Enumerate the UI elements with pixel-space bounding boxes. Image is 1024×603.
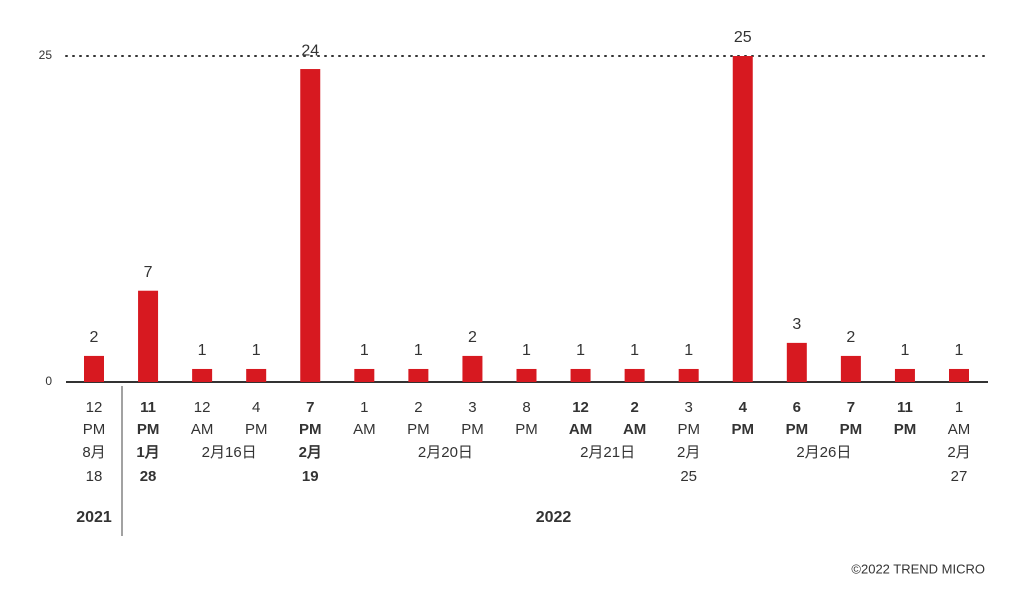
value-label: 1 [955,342,964,359]
x-tick-label: PM [515,421,538,438]
value-label: 1 [522,342,531,359]
x-tick-label: 6 [793,399,801,416]
year-label: 2021 [76,509,112,526]
value-label: 1 [900,342,909,359]
value-label: 1 [360,342,369,359]
x-tick-label: PM [137,421,160,438]
x-tick-label: 25 [680,468,697,485]
x-tick-label: 7 [847,399,855,416]
x-tick-label: 1月 [136,444,159,461]
value-label: 3 [792,316,801,333]
bar [840,355,861,382]
date-group-label: 2月21日 [580,444,635,461]
x-tick-label: PM [786,421,809,438]
x-tick-label: 4 [739,399,748,416]
x-tick-label: 2月 [299,444,322,461]
x-tick-label: 4 [252,399,260,416]
value-label: 2 [90,329,99,346]
value-label: 1 [252,342,261,359]
x-tick-label: 28 [140,468,157,485]
y-tick-label: 25 [39,48,53,62]
value-label: 1 [684,342,693,359]
x-tick-label: PM [894,421,917,438]
bar [949,368,969,382]
x-tick-label: 27 [951,468,968,485]
value-label: 24 [301,42,319,59]
x-tick-label: 12 [86,399,103,416]
x-tick-label: 3 [685,399,693,416]
year-label: 2022 [536,509,572,526]
bar [624,368,645,382]
x-tick-label: AM [623,421,646,438]
x-tick-label: 2月 [947,444,970,461]
x-tick-label: PM [83,421,106,438]
bar [786,342,807,382]
value-label: 2 [846,329,855,346]
x-tick-label: PM [677,421,700,438]
x-tick-label: PM [461,421,484,438]
bar [678,368,699,382]
bar [408,368,429,382]
bar [84,355,104,382]
copyright: ©2022 TREND MICRO [851,561,985,576]
bar [462,355,483,382]
x-tick-label: 2 [414,399,422,416]
x-tick-label: 11 [140,399,156,416]
x-tick-label: 19 [302,468,319,485]
y-tick-label: 0 [45,374,52,388]
x-tick-label: 12 [194,399,211,416]
bar [192,368,213,382]
x-tick-label: PM [840,421,863,438]
value-label: 25 [734,29,752,46]
x-tick-label: 2 [630,399,638,416]
x-tick-label: 18 [86,468,103,485]
date-group-label: 2月16日 [202,444,257,461]
bar [894,368,915,382]
x-tick-label: AM [569,421,592,438]
x-tick-label: 7 [306,399,314,416]
bar [246,368,267,382]
bar [732,56,753,382]
value-label: 7 [144,264,153,281]
x-tick-label: PM [407,421,430,438]
x-tick-label: AM [191,421,214,438]
bar [570,368,591,382]
value-label: 1 [414,342,423,359]
value-label: 2 [468,329,477,346]
x-tick-label: 11 [897,399,913,416]
x-tick-label: 2月 [677,444,700,461]
bar [138,290,159,382]
value-label: 1 [576,342,585,359]
x-tick-label: PM [732,421,755,438]
x-tick-label: AM [353,421,376,438]
x-tick-label: 1 [360,399,368,416]
value-label: 1 [198,342,207,359]
date-group-label: 2月20日 [418,444,473,461]
x-tick-label: AM [948,421,971,438]
bar [354,368,375,382]
x-tick-label: 3 [468,399,476,416]
bar [300,69,321,382]
x-tick-label: PM [299,421,322,438]
x-tick-label: 1 [955,399,963,416]
date-group-label: 2月26日 [796,444,851,461]
bar [516,368,537,382]
x-tick-label: 8月 [82,444,105,461]
x-tick-label: 12 [572,399,589,416]
x-tick-label: 8 [522,399,530,416]
x-tick-label: PM [245,421,268,438]
value-label: 1 [630,342,639,359]
